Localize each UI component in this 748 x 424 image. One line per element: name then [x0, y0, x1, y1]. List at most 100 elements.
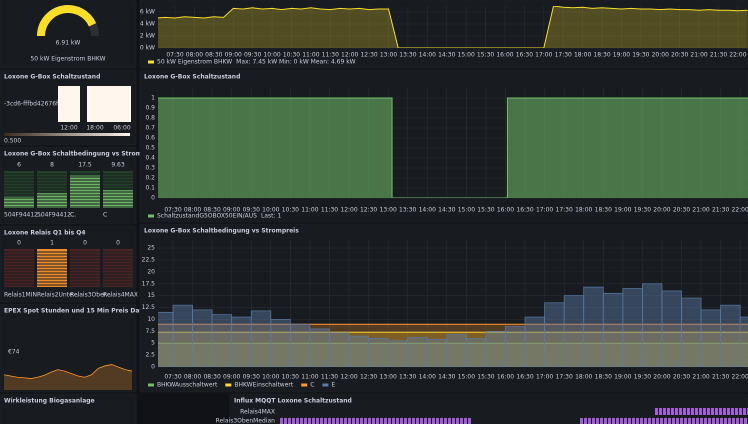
state-segment: [344, 418, 347, 424]
y-tick-label: 0 kW: [140, 45, 155, 52]
state-segment: [436, 418, 439, 424]
state-segment: [727, 408, 730, 415]
state-segment: [584, 418, 587, 424]
gauge-value: 1: [50, 240, 54, 247]
gauge-name: 504F94412...: [4, 212, 44, 219]
state-segment: [736, 418, 739, 424]
state-segment: [648, 418, 651, 424]
plot: [158, 283, 748, 367]
bar: [426, 339, 448, 367]
state-segment: [388, 418, 391, 424]
x-tick-label: 21:00: [692, 207, 709, 214]
panel-title: Loxone G-Box Schaltzustand: [144, 74, 240, 81]
series-area: [158, 98, 748, 198]
gauge-arc: [37, 5, 97, 37]
gauge-value: 6: [17, 162, 21, 169]
row-label: -3cd6-fffbd42676f0050: [4, 101, 74, 108]
state-segment: [460, 418, 463, 424]
state-segment: [372, 418, 375, 424]
color-scale: [4, 133, 130, 136]
x-tick-label: 19:30: [632, 52, 649, 59]
y-tick-label: 15: [147, 292, 155, 299]
bar: [583, 286, 604, 367]
y-tick-label: 0: [151, 364, 155, 371]
x-tick-label: 18:00: [575, 374, 592, 381]
x-tick-label: 09:00: [223, 374, 240, 381]
x-tick-label: 18:30: [593, 52, 610, 59]
legend-label: 50 kW Eigenstrom BHKW: [157, 59, 232, 66]
bar: [642, 283, 663, 367]
state-segment: [316, 418, 319, 424]
y-tick-label: 6 kW: [140, 9, 155, 16]
bar: [309, 328, 330, 367]
panel-title: Loxone G-Box Schaltbedingung vs Strompre…: [144, 228, 299, 235]
y-tick-label: 0: [151, 195, 155, 202]
x-tick-label: 10:30: [283, 52, 300, 59]
state-segment: [695, 408, 698, 415]
state-segment: [715, 408, 718, 415]
y-tick-label: 12.5: [142, 304, 156, 311]
state-segment: [336, 418, 339, 424]
x-tick-label: 16:00: [497, 207, 514, 214]
state-segment: [719, 408, 722, 415]
state-segment: [300, 418, 303, 424]
x-tick-label: 18:00: [575, 207, 592, 214]
state-segment: [743, 408, 746, 415]
gauge-name: Relais1MIN: [4, 292, 37, 299]
state-segment: [384, 418, 387, 424]
state-segment: [308, 418, 311, 424]
x-tick-label: 16:30: [516, 52, 533, 59]
x-tick-label: 08:30: [203, 374, 220, 381]
state-segment: [684, 418, 687, 424]
panel-title: Loxone G-Box Schaltzustand: [4, 74, 100, 81]
x-tick-label: 17:30: [555, 52, 572, 59]
state-segment: [424, 418, 427, 424]
gauge-value: 0: [116, 240, 120, 247]
panel-title: EPEX Spot Stunden und 15 Min Preis Day A…: [4, 308, 167, 315]
state-segment: [672, 418, 675, 424]
panel: [139, 0, 748, 69]
x-tick-label: 14:30: [438, 374, 455, 381]
state-segment: [292, 418, 295, 424]
x-tick-label: 08:30: [205, 52, 222, 59]
x-tick-label: 21:30: [712, 207, 729, 214]
x-tick-label: 18:30: [595, 374, 612, 381]
plot: [158, 97, 748, 198]
x-tick-label: 20:00: [653, 374, 670, 381]
state-segment: [412, 418, 415, 424]
gauge-bar: [103, 190, 133, 208]
x-tick-label: 22:00: [732, 207, 748, 214]
x-tick-label: 18:00: [86, 125, 103, 132]
x-tick-label: 19:30: [634, 207, 651, 214]
bar: [270, 319, 291, 367]
bar: [720, 304, 741, 367]
x-tick-label: 13:30: [399, 374, 416, 381]
x-tick-label: 12:00: [341, 52, 358, 59]
bar: [368, 338, 389, 367]
state-segment: [416, 418, 419, 424]
x-tick-label: 13:30: [399, 52, 416, 59]
state-segment: [655, 408, 658, 415]
bar: [622, 288, 643, 367]
x-tick-label: 22:00: [732, 374, 748, 381]
state-segment: [732, 418, 735, 424]
state-segment: [652, 418, 655, 424]
scale-label: 0.500: [4, 138, 21, 145]
panel-title: Wirkleistung Biogasanlage: [4, 398, 95, 405]
x-tick-label: 17:30: [556, 207, 573, 214]
state-segment: [676, 418, 679, 424]
y-tick-label: 0.8: [145, 115, 155, 122]
gauge-value: 17.5: [78, 162, 92, 169]
legend-label: C: [310, 382, 314, 389]
plot: [158, 6, 748, 48]
state-segment: [432, 418, 435, 424]
state-segment: [728, 418, 731, 424]
state-segment: [596, 418, 599, 424]
x-tick-label: 11:00: [301, 374, 318, 381]
y-tick-label: 0.2: [145, 175, 155, 182]
x-tick-label: 11:30: [322, 52, 339, 59]
state-segment: [620, 418, 623, 424]
legend-swatch: [225, 383, 232, 387]
panel-title: Loxone G-Box Schaltbedingung vs Strompre…: [4, 151, 159, 158]
bar: [505, 326, 526, 367]
